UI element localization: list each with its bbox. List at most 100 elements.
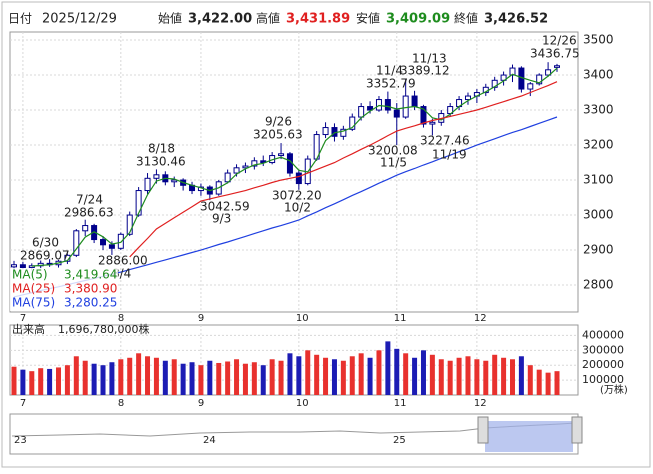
volume-bar: [474, 359, 480, 395]
volume-bar: [492, 354, 498, 395]
candle-body: [171, 179, 178, 183]
candle-body: [82, 225, 89, 232]
candle-body: [411, 95, 418, 108]
navigator-label: 24: [203, 435, 216, 446]
candle-body: [375, 99, 382, 111]
candle-body: [322, 127, 329, 136]
candle-body: [464, 95, 471, 101]
volume-bar: [260, 365, 266, 395]
plot-area: [9, 31, 579, 313]
candle-body: [73, 230, 80, 256]
x-tick-label: 8: [118, 313, 124, 324]
volume-bar: [518, 356, 524, 395]
volume-bar: [145, 356, 151, 395]
candle-body: [554, 65, 560, 68]
annotation-value: 3130.46: [136, 155, 186, 169]
annotation-date: 11/4: [376, 64, 403, 78]
annotation-value: 3352.79: [366, 77, 416, 91]
annotation-date: 11/19: [432, 148, 467, 162]
x-tick-label: 11: [394, 313, 407, 324]
volume-bar: [189, 362, 195, 395]
date: 2025/12/29: [42, 12, 117, 27]
annotation-value: 3205.63: [253, 128, 303, 142]
candle-body: [135, 190, 142, 216]
volume-bar: [29, 371, 35, 395]
y-tick-label: 300000: [582, 343, 624, 356]
open: 3,422.00: [188, 12, 252, 27]
volume-bar: [509, 359, 515, 395]
volume-bar: [82, 360, 88, 395]
volume-bar: [456, 357, 462, 395]
open-label: 始値: [158, 11, 182, 26]
candle-body: [108, 244, 115, 249]
annotation-value: 3042.59: [200, 200, 250, 214]
volume-label: 出来高: [12, 322, 45, 336]
annotation-value: 3389.12: [400, 64, 450, 78]
volume-bar: [64, 365, 70, 395]
volume-bar: [465, 356, 471, 395]
navigator-handle[interactable]: [571, 416, 583, 444]
volume-bar: [234, 359, 240, 395]
low: 3,409.09: [386, 12, 450, 27]
volume-bar: [118, 359, 124, 395]
annotation-date: 9/3: [212, 212, 231, 226]
legend-name: MA(25): [12, 282, 55, 296]
candle-body: [358, 106, 365, 118]
y-tick-label: 3300: [583, 103, 614, 117]
y-tick-label: 400000: [582, 328, 624, 341]
x-tick-label: 11: [394, 398, 407, 409]
candle-body: [242, 165, 249, 169]
legend-name: MA(5): [12, 268, 48, 282]
volume-bar: [180, 363, 186, 395]
x-tick-label: 10: [296, 398, 309, 409]
volume-bar: [412, 357, 418, 395]
volume-bar: [403, 353, 409, 395]
close: 3,426.52: [484, 12, 548, 27]
annotation-date: 12/26: [542, 34, 577, 48]
volume-bar: [420, 350, 426, 395]
candle-body: [349, 116, 356, 130]
volume-bar: [545, 372, 551, 395]
volume-bar: [73, 356, 79, 395]
candle-body: [19, 264, 26, 269]
legend-name: MA(75): [12, 296, 55, 310]
high: 3,431.89: [286, 12, 350, 27]
volume-bar: [527, 365, 533, 395]
candle-body: [420, 106, 427, 125]
ma-line: [31, 67, 558, 267]
legend: [10, 268, 118, 311]
high-label: 高値: [256, 11, 280, 26]
y-tick-label: 3400: [583, 68, 614, 82]
navigator-range[interactable]: [485, 421, 573, 452]
annotation-value: 2869.07: [20, 249, 70, 263]
volume-bar: [47, 368, 53, 395]
annotation-date: 11/5: [380, 156, 407, 170]
volume-total: 1,696,780,000株: [58, 322, 149, 336]
ma-line: [129, 81, 558, 258]
volume-bar: [100, 365, 106, 395]
legend-value: 3,380.90: [64, 282, 117, 296]
candle-body: [393, 109, 400, 118]
candle-body: [429, 121, 436, 125]
volume-bar: [349, 356, 355, 395]
candle-body: [251, 160, 258, 167]
candle-body: [536, 74, 543, 85]
volume-bar: [91, 363, 97, 395]
y-tick-label: 3000: [583, 208, 614, 222]
candle-body: [527, 83, 534, 90]
annotation-value: 3436.75: [530, 47, 580, 61]
volume-bar: [296, 356, 302, 395]
x-tick-label: 12: [474, 398, 487, 409]
low-label: 安値: [356, 11, 380, 26]
navigator-handle[interactable]: [477, 416, 489, 444]
x-tick-label: 9: [198, 398, 204, 409]
annotation-date: 6/30: [32, 236, 59, 250]
candle-body: [100, 239, 107, 246]
annotation-date: 7/24: [76, 193, 103, 207]
volume-bar: [287, 353, 293, 395]
annotation-value: 2986.63: [64, 206, 114, 220]
annotation-value: 3200.08: [368, 144, 418, 158]
volume-bar: [109, 362, 115, 395]
navigator-label: 23: [14, 435, 27, 446]
